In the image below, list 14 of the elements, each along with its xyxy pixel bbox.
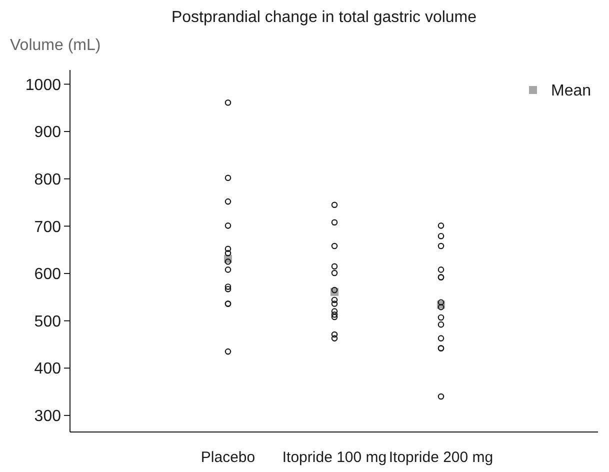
y-tick-label: 700 (34, 218, 62, 236)
y-tick-label: 500 (34, 313, 62, 330)
legend-label: Mean (551, 82, 592, 100)
y-axis-title: Volume (mL) (10, 37, 101, 54)
y-tick-label: 400 (34, 360, 62, 378)
y-tick-label: 900 (34, 124, 62, 142)
x-tick-label: Placebo (200, 449, 256, 466)
chart-title: Postprandial change in total gastric volume (171, 9, 477, 26)
x-tick-label: Itopride 100 mg (282, 449, 387, 466)
y-tick-label: 1000 (25, 76, 62, 94)
y-tick-label: 800 (34, 171, 62, 188)
y-tick-label: 600 (34, 266, 62, 284)
y-tick-label: 300 (34, 408, 62, 426)
x-tick-label: Itopride 200 mg (388, 449, 494, 466)
